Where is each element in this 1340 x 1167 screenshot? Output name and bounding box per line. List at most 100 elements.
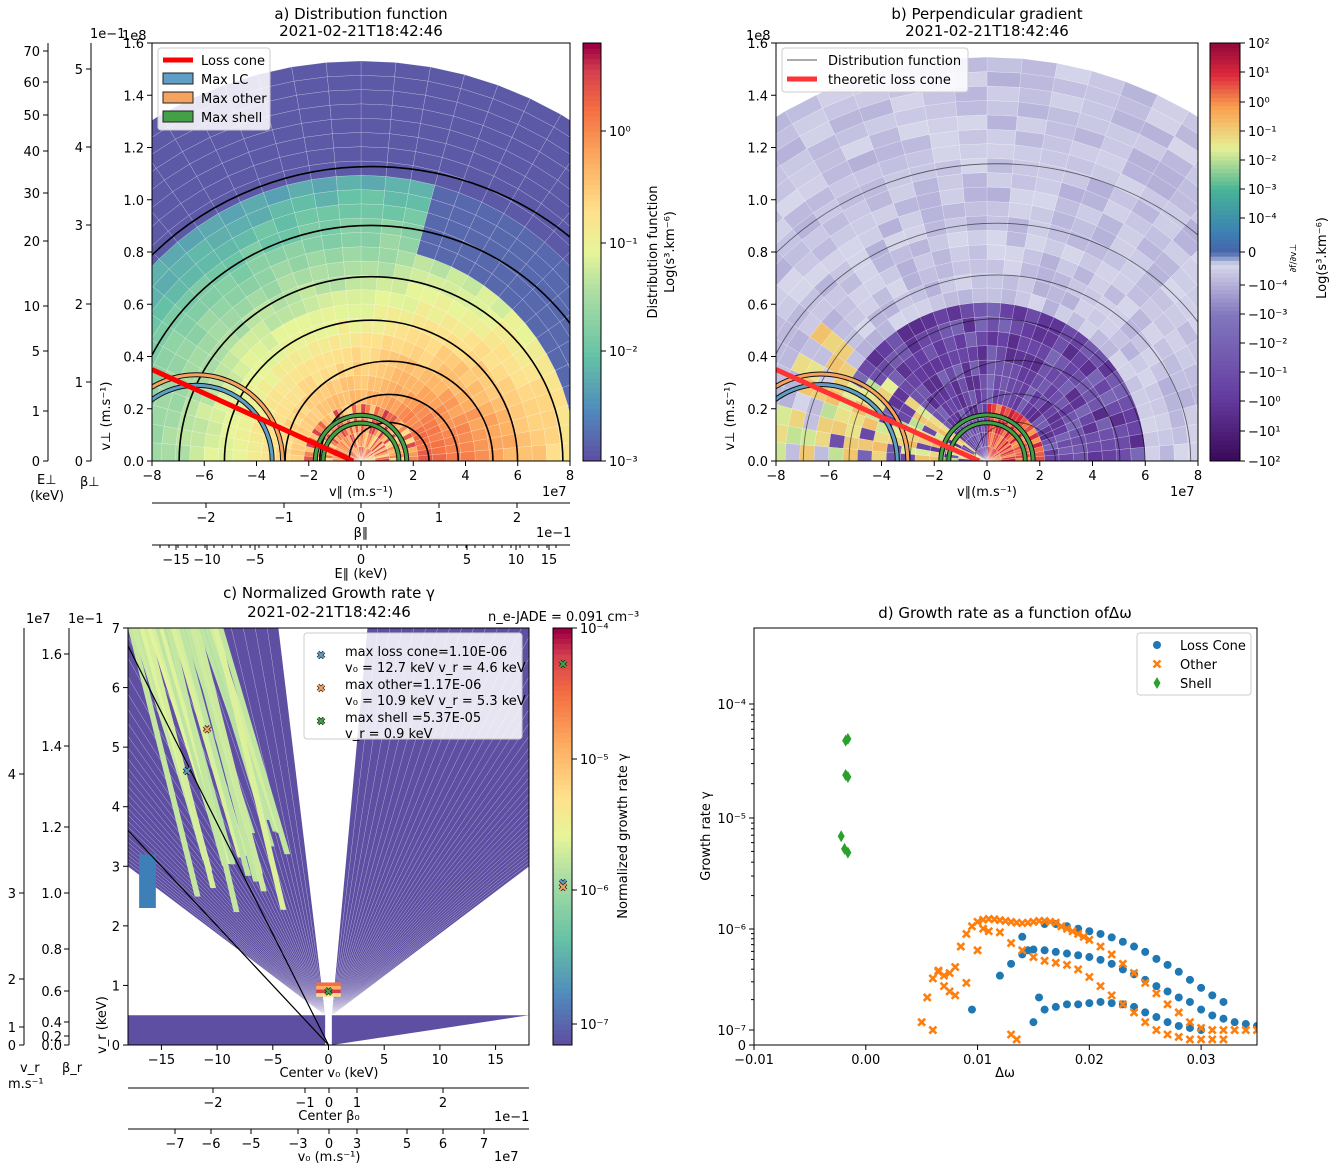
x-exponent: 1e7: [542, 485, 567, 500]
colorbar-cell: [1210, 427, 1240, 433]
colorbar-cell: [583, 434, 601, 441]
sec-tick-label: 2: [439, 1096, 447, 1111]
heatmap-cell: [692, 229, 722, 262]
point-other: [1185, 1017, 1195, 1027]
heatmap-cell: [602, 250, 630, 281]
legend-swatch: [162, 91, 194, 104]
heatmap-cell: [343, 260, 362, 277]
colorbar-cell: [1210, 122, 1240, 128]
heatmap-cell: [352, 360, 362, 376]
heatmap-cell: [1307, 371, 1327, 403]
colorbar-tick-label: 10⁻⁶: [580, 884, 609, 899]
colorbar-cell: [553, 1013, 572, 1020]
colorbar-cell: [583, 194, 601, 201]
heatmap-cell: [986, 85, 1020, 103]
heatmap-cell: [113, 373, 133, 398]
heatmap-cell: [80, 387, 99, 414]
loss-cone-line: [152, 367, 355, 461]
colorbar-cell: [1210, 155, 1240, 161]
sec-tick-label: 0.8: [41, 943, 62, 958]
heatmap-cell: [828, 446, 844, 461]
colorbar-tick-label: −10⁻⁴: [1248, 279, 1288, 294]
heatmap-cell: [1144, 445, 1161, 461]
heatmap-cell: [727, 257, 755, 287]
heatmap-cell: [1186, 338, 1198, 364]
heatmap-cell: [180, 188, 212, 216]
heatmap-cell: [665, 376, 685, 406]
heatmap-cell: [857, 438, 874, 452]
point-other: [1118, 999, 1128, 1009]
colorbar-cell: [1210, 180, 1240, 186]
x-tick-label: 15: [487, 1053, 504, 1068]
heatmap-cell: [1314, 303, 1340, 338]
heatmap-cell: [790, 352, 813, 376]
point-loss-cone: [1035, 993, 1044, 1002]
sec-tick-label: 2: [8, 973, 16, 988]
colorbar-cell: [553, 773, 572, 780]
colorbar-cell: [583, 424, 601, 431]
y-tick-label: 10⁻⁷: [717, 1024, 746, 1039]
heatmap-cell: [350, 346, 362, 362]
sec-exponent: 1e7: [26, 612, 51, 627]
x-tick-label: −5: [263, 1053, 282, 1068]
heatmap-cell: [340, 232, 362, 248]
colorbar-cell: [1210, 97, 1240, 103]
colorbar-cell: [1210, 377, 1240, 383]
point-other: [984, 926, 994, 936]
heatmap-cell: [1285, 348, 1307, 379]
point-shell: [844, 732, 852, 745]
heatmap-cell: [68, 231, 98, 264]
heatmap-cell: [459, 440, 476, 453]
sec-tick-label: 20: [23, 235, 40, 250]
heatmap-cell: [178, 628, 252, 876]
heatmap-cell: [232, 449, 248, 461]
heatmap-cell: [39, 248, 68, 282]
colorbar-cell: [1210, 226, 1240, 232]
colorbar-cell: [583, 377, 601, 384]
heatmap-cell: [607, 281, 633, 311]
colorbar-cell: [1210, 360, 1240, 366]
heatmap-cell: [1294, 375, 1314, 406]
heatmap-cell: [670, 344, 692, 376]
heatmap-cell: [242, 628, 326, 1016]
point-other: [1056, 921, 1066, 931]
colorbar-cell: [1210, 43, 1240, 48]
heatmap-cell: [488, 448, 505, 461]
marker: [203, 725, 211, 733]
colorbar-tick-label: 10⁻⁷: [580, 1018, 609, 1033]
heatmap-cell: [700, 271, 727, 303]
panel-d: 10⁻⁴ 10⁻⁵ 10⁻⁶ 10⁻⁷0 d) Growth rate as a fun…: [699, 604, 1257, 1081]
heatmap-cell: [816, 415, 835, 434]
heatmap-cell: [697, 334, 720, 369]
heatmap-cell: [427, 66, 465, 89]
heatmap-cell: [0, 261, 27, 298]
colorbar-cell: [1210, 281, 1240, 286]
heatmap-cell: [964, 331, 978, 348]
colorbar-cell: [553, 956, 572, 963]
point-loss-cone: [1208, 1011, 1217, 1020]
heatmap-cell: [553, 114, 570, 138]
heatmap-cell: [374, 289, 392, 307]
heatmap-cell: [412, 253, 435, 274]
colorbar-cell: [1210, 189, 1240, 194]
heatmap-cell: [23, 372, 43, 404]
colorbar-cell: [1210, 139, 1240, 144]
colorbar-cell: [553, 794, 572, 801]
colorbar-cell: [583, 147, 601, 154]
colorbar-b: 10² 10¹ 10⁰ 10⁻¹ 10⁻² 10⁻³ 10⁻⁴ 0 −10⁻⁴ −10⁻³ −10⁻…: [1209, 37, 1330, 470]
heatmap-cell: [232, 438, 249, 452]
contour: [152, 224, 570, 357]
heatmap-cell: [637, 383, 656, 411]
heatmap-cell: [511, 123, 548, 153]
heatmap-cell: [986, 186, 1012, 203]
heatmap-cell: [930, 247, 953, 267]
point-other: [1241, 1025, 1251, 1035]
point-loss-cone: [1185, 997, 1194, 1006]
point-other: [1230, 1025, 1240, 1035]
heatmap-cell: [360, 260, 379, 277]
colorbar-cell: [553, 747, 572, 754]
heatmap-cell: [1142, 430, 1160, 448]
chart-title: b) Perpendicular gradient: [891, 5, 1082, 23]
heatmap-cell: [607, 290, 634, 327]
